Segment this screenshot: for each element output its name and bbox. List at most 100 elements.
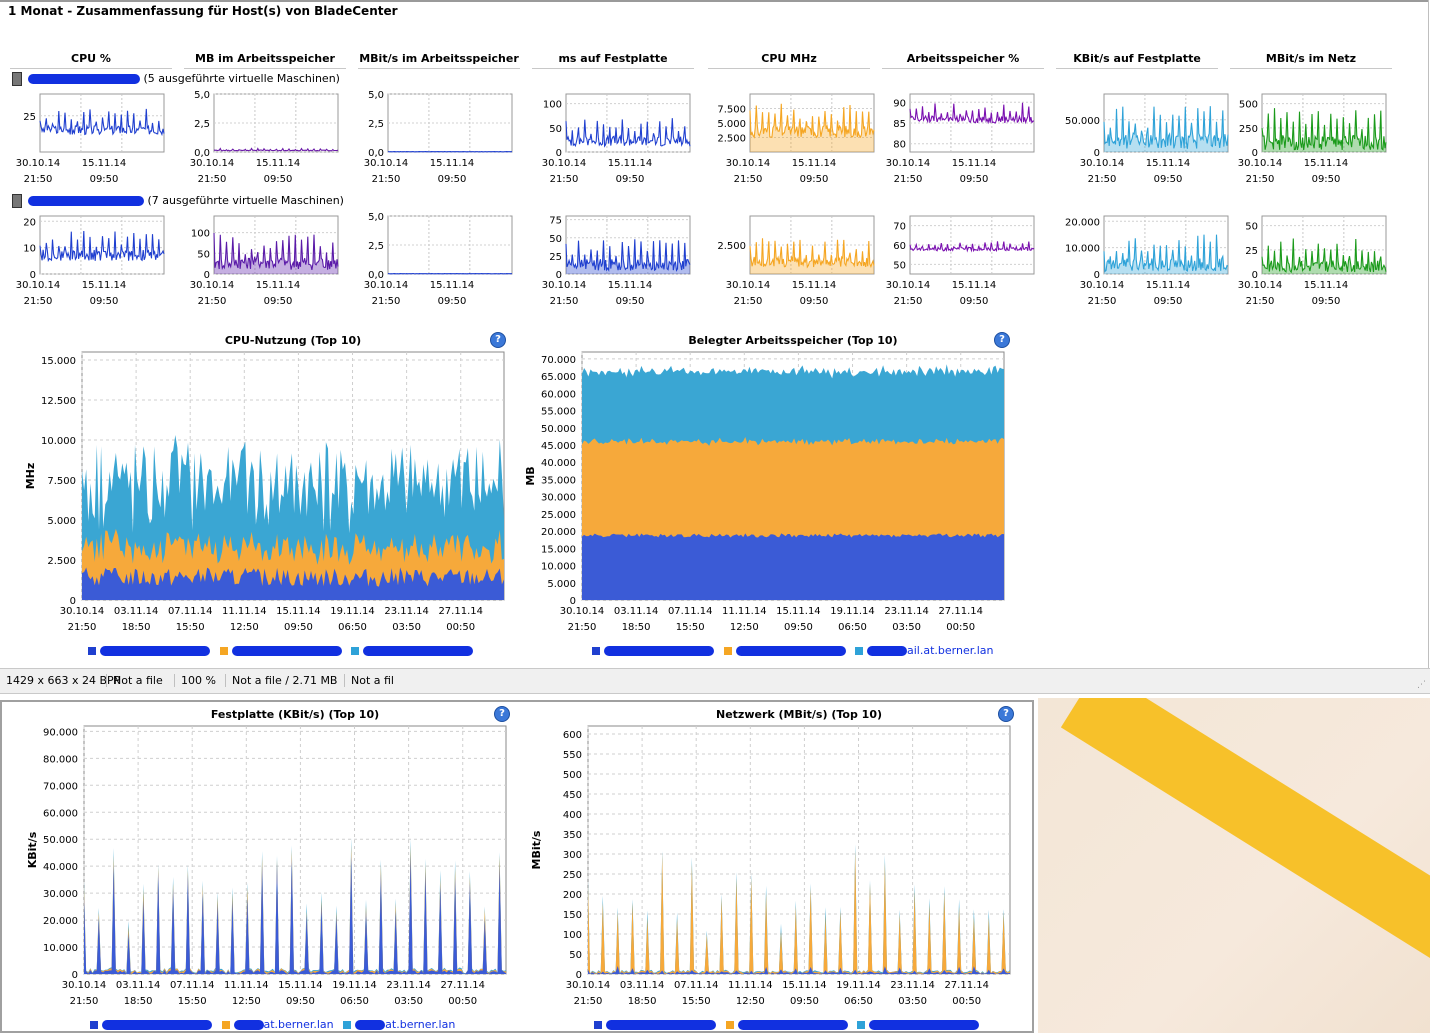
y-tick-label: 500 (1239, 100, 1258, 111)
y-tick-label: 5,0 (368, 90, 384, 101)
status-bar: 1429 x 663 x 24 BPP Not a file 100 % Not… (0, 668, 1430, 694)
x-tick-label: 03:50 (898, 996, 927, 1007)
x-tick-label: 11.11.14 (728, 980, 773, 991)
x-tick-label: 15.11.14 (1146, 158, 1191, 169)
x-tick-label: 27.11.14 (440, 980, 485, 991)
y-tick-label: 0 (556, 148, 562, 159)
y-tick-label: 50 (569, 950, 582, 961)
y-axis-label: KBit/s (26, 831, 39, 868)
x-tick-label: 21:50 (550, 296, 579, 307)
y-tick-label: 50 (197, 249, 210, 260)
x-tick-label: 30.10.14 (60, 606, 105, 617)
chart-title: Festplatte (KBit/s) (Top 10) (211, 708, 379, 721)
column-header: MB im Arbeitsspeicher (184, 52, 346, 69)
redacted-legend (233, 1020, 264, 1030)
x-tick-label: 07.11.14 (168, 606, 213, 617)
y-tick-label: 0,0 (368, 270, 384, 281)
resize-grip-icon[interactable]: ⋰ (1417, 680, 1426, 690)
series-area-1 (588, 966, 1010, 974)
sparkline-h1-cpu: 25 30.10.14 21:50 15.11.14 09:50 (16, 93, 165, 185)
column-header-label: ms auf Festplatte (558, 52, 668, 65)
x-tick-label: 15.11.14 (430, 280, 475, 291)
disk-top10-chart: Festplatte (KBit/s) (Top 10) 90.000 80.000… (26, 708, 507, 1007)
x-tick-label: 09:50 (790, 996, 819, 1007)
sparkline-h2-mhz: 2.500 30.10.14 21:50 15.11.14 09:50 (717, 215, 875, 307)
legend-label: ail.at.berner.lan (907, 644, 994, 657)
x-tick-label: 15.11.14 (792, 158, 837, 169)
sparkline-series (1261, 108, 1387, 151)
sparkline-fill (1262, 108, 1386, 152)
x-tick-label: 30.10.14 (364, 158, 409, 169)
help-icon[interactable]: ? (998, 706, 1014, 722)
x-tick-label: 18:50 (122, 622, 151, 633)
x-tick-label: 21:50 (894, 174, 923, 185)
plot-frame (587, 725, 1011, 975)
x-tick-label: 07.11.14 (674, 980, 719, 991)
y-tick-label: 300 (563, 850, 582, 861)
x-tick-label: 19.11.14 (836, 980, 881, 991)
x-tick-label: 15.11.14 (952, 158, 997, 169)
y-tick-label: 0 (1252, 148, 1258, 159)
sparkline-series (749, 103, 875, 139)
status-size: Not a file / 2.71 MB (225, 674, 337, 687)
sparkline-series (39, 108, 165, 137)
x-tick-label: 30.10.14 (16, 158, 61, 169)
y-tick-label: 0 (204, 270, 210, 281)
redacted-legend (867, 646, 907, 656)
legend-swatch (857, 1021, 865, 1029)
sparkline-h2-mbit: 5,0 2,5 0,030.10.14 21:50 15.11.14 09:50 (364, 212, 513, 307)
y-tick-label: 15.000 (541, 544, 576, 555)
server-icon (12, 72, 22, 86)
x-tick-label: 12:50 (232, 996, 261, 1007)
x-tick-label: 30.10.14 (16, 280, 61, 291)
help-icon[interactable]: ? (490, 332, 506, 348)
help-icon[interactable]: ? (994, 332, 1010, 348)
y-tick-label: 0 (1094, 270, 1100, 281)
x-tick-label: 15:50 (176, 622, 205, 633)
y-tick-label: 2,5 (368, 119, 384, 130)
host-row-1[interactable]: (5 ausgeführte virtuelle Maschinen) (12, 72, 340, 86)
sparkline-series (909, 102, 1034, 125)
y-tick-label: 10.000 (43, 943, 78, 954)
redacted-legend (363, 646, 473, 656)
header-underline (1056, 68, 1218, 69)
header-underline (10, 68, 172, 69)
x-tick-label: 06:50 (838, 622, 867, 633)
host-row-2[interactable]: (7 ausgeführte virtuelle Maschinen) (12, 194, 344, 208)
legend-swatch (221, 1021, 230, 1029)
y-tick-label: 25 (549, 252, 562, 263)
sparkline-h2-memp: 70 60 50 30.10.14 21:50 15.11.14 09:50 (886, 215, 1035, 307)
x-tick-label: 21:50 (372, 174, 401, 185)
y-tick-label: 10.000 (541, 562, 576, 573)
server-icon (12, 194, 22, 208)
sparkline-h2-net: 50 25 030.10.14 21:50 15.11.14 09:50 (1238, 215, 1387, 307)
header-underline (532, 68, 694, 69)
x-tick-label: 09:50 (438, 174, 467, 185)
y-tick-label: 60.000 (43, 808, 78, 819)
sparkline-series (749, 238, 875, 269)
wallpaper-stripe (1060, 698, 1430, 1003)
column-header: Arbeitsspeicher % (882, 52, 1044, 69)
x-tick-label: 23.11.14 (884, 606, 929, 617)
sparkline-series (213, 232, 339, 271)
x-tick-label: 21:50 (198, 174, 227, 185)
header-underline (358, 68, 520, 69)
help-icon[interactable]: ? (494, 706, 510, 722)
y-tick-label: 0 (576, 970, 582, 981)
x-tick-label: 30.10.14 (542, 158, 587, 169)
x-tick-label: 15:50 (178, 996, 207, 1007)
x-tick-label: 30.10.14 (1080, 158, 1125, 169)
sparkline-fill (214, 233, 338, 274)
x-tick-label: 15.11.14 (256, 158, 301, 169)
legend-swatch (90, 1021, 98, 1029)
sparkline-series (565, 118, 691, 148)
y-tick-label: 45.000 (541, 441, 576, 452)
x-tick-label: 09:50 (264, 296, 293, 307)
x-tick-label: 21:50 (1088, 296, 1117, 307)
y-tick-label: 30.000 (541, 493, 576, 504)
x-tick-label: 21:50 (24, 174, 53, 185)
y-tick-label: 20.000 (43, 916, 78, 927)
y-tick-label: 0,0 (194, 148, 210, 159)
x-tick-label: 21:50 (372, 296, 401, 307)
y-tick-label: 55.000 (541, 407, 576, 418)
